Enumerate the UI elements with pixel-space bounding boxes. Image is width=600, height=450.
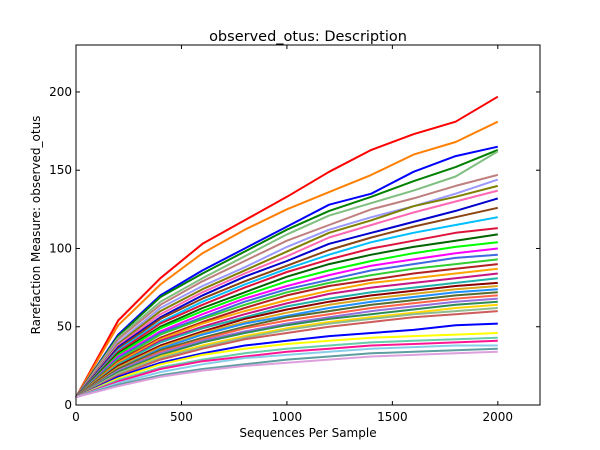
series-line-13 <box>75 227 498 398</box>
y-tick-label: 150 <box>49 163 72 177</box>
series-line-18 <box>75 258 498 398</box>
series-line-8 <box>75 184 499 398</box>
x-axis-ticks: 0 500 1000 1500 2000 <box>72 45 513 424</box>
series-line-32 <box>75 310 498 399</box>
plot-frame <box>75 44 541 406</box>
series-line-9 <box>75 189 499 398</box>
series-line-24 <box>75 285 498 399</box>
series-line-22 <box>75 277 498 398</box>
series-line-1 <box>75 95 499 398</box>
series-line-12 <box>75 216 498 398</box>
y-axis-label: Rarefaction Measure: observed_otus <box>29 116 43 335</box>
y-tick-label: 0 <box>64 398 72 412</box>
series-line-4 <box>75 148 499 398</box>
series-line-14 <box>75 233 498 398</box>
series-line-19 <box>75 263 498 398</box>
series-line-7 <box>75 178 499 398</box>
series-line-37 <box>75 344 498 399</box>
y-tick-label: 100 <box>49 241 72 255</box>
series-line-36 <box>75 339 498 399</box>
x-tick-label: 500 <box>170 410 193 424</box>
series-line-17 <box>75 253 498 398</box>
series-line-6 <box>75 173 499 398</box>
series-line-33 <box>75 322 498 399</box>
series-line-15 <box>75 241 498 398</box>
series-line-35 <box>75 336 498 399</box>
series-line-38 <box>75 347 498 399</box>
series-line-20 <box>75 267 498 398</box>
series-line-5 <box>75 150 499 398</box>
series-line-34 <box>75 332 498 399</box>
series-line-10 <box>75 197 499 398</box>
series-line-39 <box>75 350 498 399</box>
x-tick-label: 2000 <box>483 410 514 424</box>
chart-title: observed_otus: Description <box>209 29 407 45</box>
y-axis-ticks: 0 50 100 150 200 <box>49 85 540 412</box>
series-lines <box>75 95 499 399</box>
x-tick-label: 1500 <box>377 410 408 424</box>
series-line-3 <box>75 145 499 398</box>
series-line-29 <box>75 300 498 399</box>
x-tick-label: 0 <box>72 410 80 424</box>
series-line-31 <box>75 307 498 399</box>
series-line-16 <box>75 247 498 398</box>
series-line-28 <box>75 297 498 399</box>
series-line-11 <box>75 206 499 398</box>
y-tick-label: 200 <box>49 85 72 99</box>
y-tick-label: 50 <box>57 320 72 334</box>
series-line-2 <box>75 120 499 398</box>
series-line-26 <box>75 291 498 399</box>
series-line-23 <box>75 281 498 399</box>
x-tick-label: 1000 <box>272 410 303 424</box>
x-axis-label: Sequences Per Sample <box>239 426 376 440</box>
